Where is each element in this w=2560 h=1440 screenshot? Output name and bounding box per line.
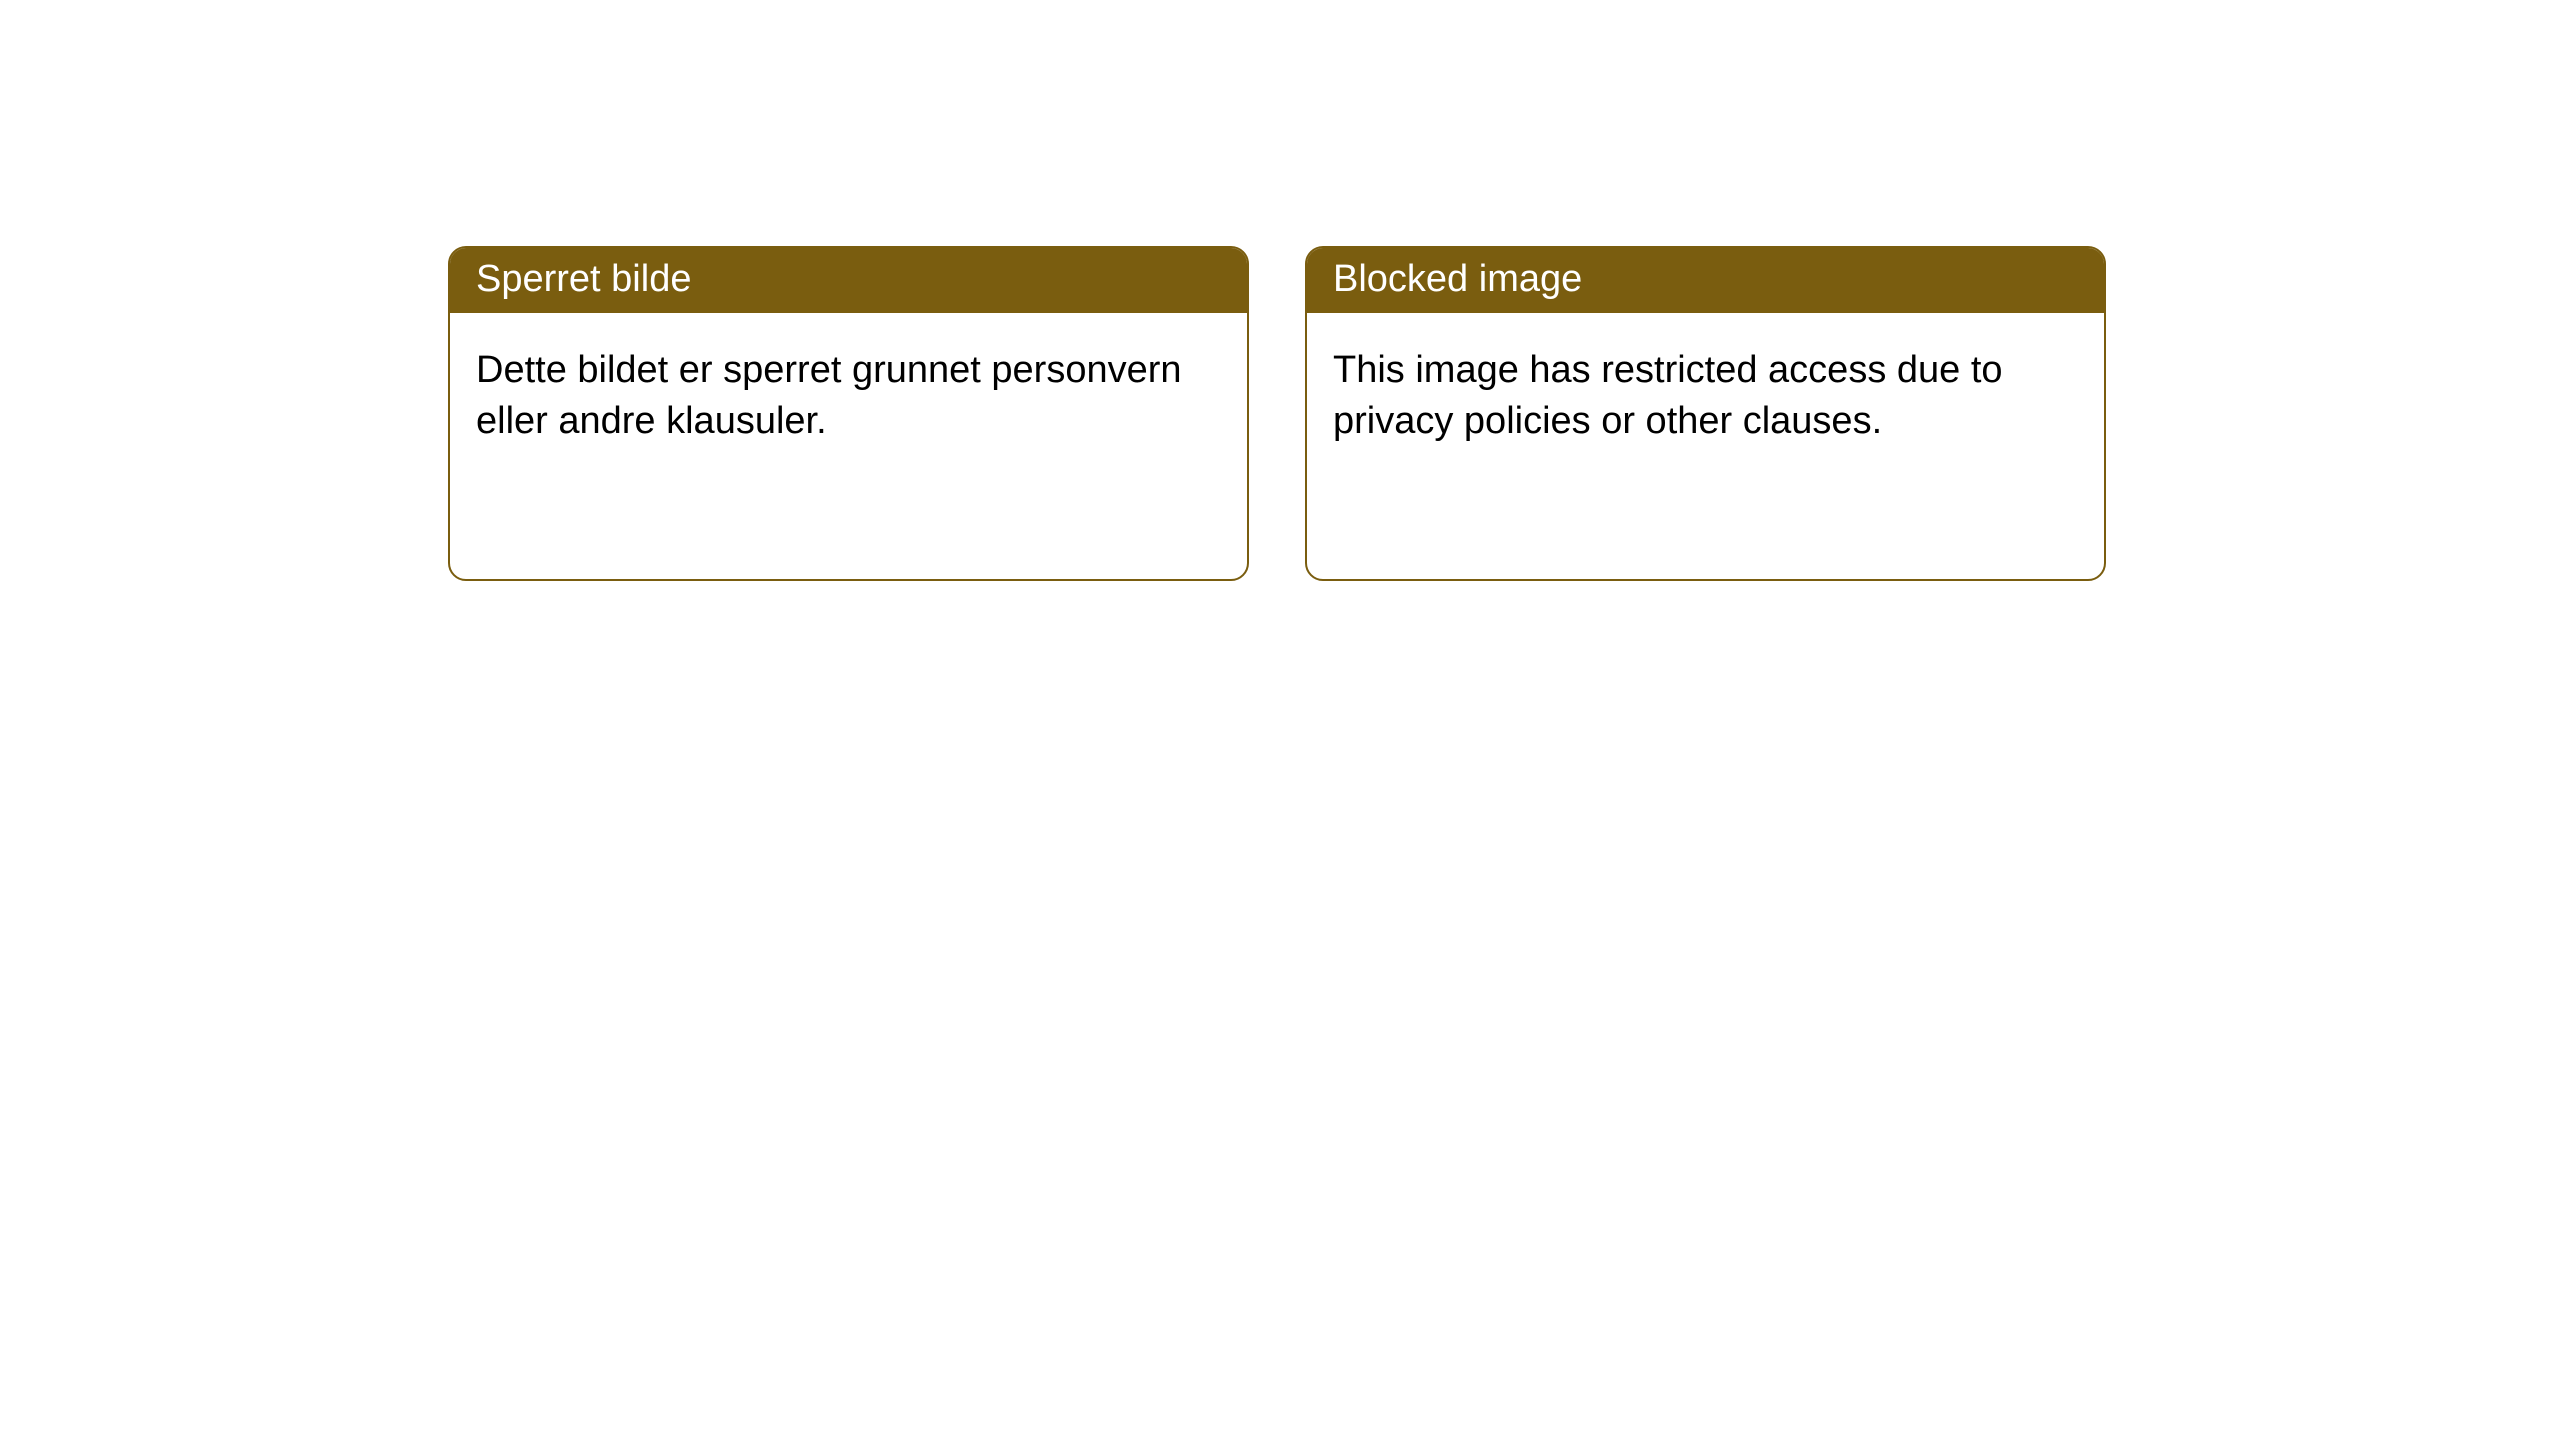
card-body: This image has restricted access due to … [1307,313,2104,480]
card-header: Blocked image [1307,248,2104,313]
card-header: Sperret bilde [450,248,1247,313]
blocked-image-card-en: Blocked image This image has restricted … [1305,246,2106,581]
card-title: Sperret bilde [476,258,691,300]
card-body-text: This image has restricted access due to … [1333,349,2003,442]
blocked-image-card-no: Sperret bilde Dette bildet er sperret gr… [448,246,1249,581]
cards-container: Sperret bilde Dette bildet er sperret gr… [448,246,2106,581]
card-body-text: Dette bildet er sperret grunnet personve… [476,349,1182,442]
card-body: Dette bildet er sperret grunnet personve… [450,313,1247,480]
card-title: Blocked image [1333,258,1582,300]
